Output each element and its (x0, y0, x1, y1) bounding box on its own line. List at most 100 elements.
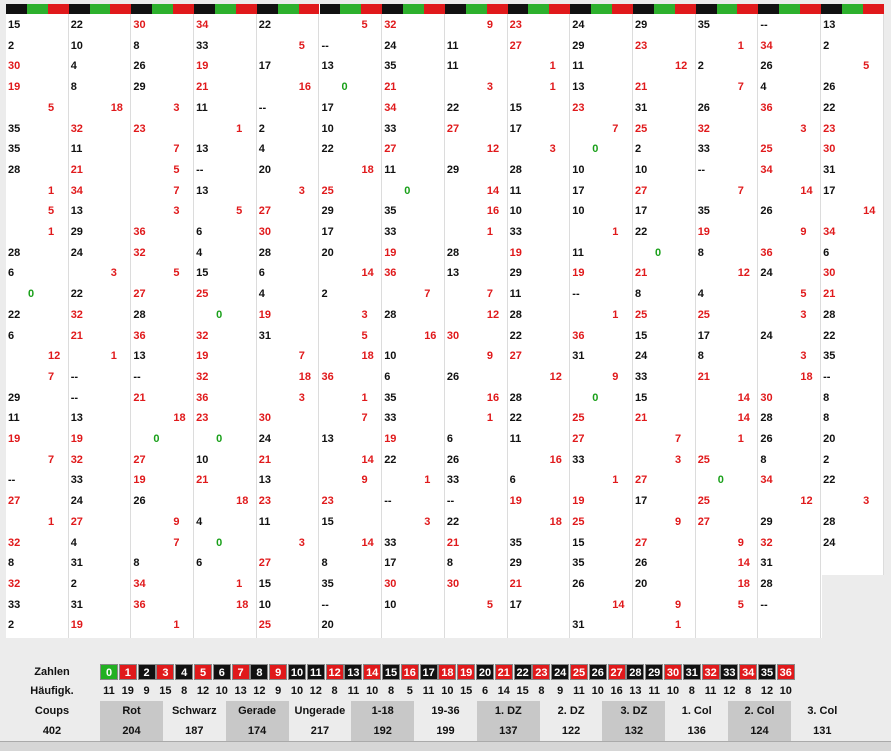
spin-number: 22 (446, 515, 460, 528)
spin-number: 21 (509, 577, 522, 590)
spin-number: 27 (635, 474, 648, 487)
spin-number: 18 (361, 350, 374, 363)
spin-number: 7 (173, 536, 180, 549)
group-value: 187 (185, 725, 204, 737)
spin-number: 15 (196, 267, 209, 280)
spin-number: 18 (110, 101, 123, 114)
frequency-value: 9 (275, 685, 282, 697)
spin-number: 11 (258, 515, 271, 528)
spin-number: 32 (70, 308, 83, 321)
number-cell-35: 35 (758, 664, 776, 680)
spin-number: 22 (509, 329, 522, 342)
spin-number: 23 (321, 495, 334, 508)
spin-number: 27 (635, 184, 648, 197)
spin-number: 14 (361, 453, 374, 466)
group-value: 199 (436, 725, 455, 737)
spin-number: 19 (8, 433, 21, 445)
spin-number: 5 (48, 205, 55, 218)
spin-number: 15 (509, 101, 522, 114)
spin-number: 10 (384, 350, 397, 363)
spin-number: 3 (800, 308, 807, 321)
spin-number: 13 (446, 267, 460, 280)
group-label: 3. DZ (602, 701, 666, 721)
spin-number: 11 (70, 143, 83, 156)
spin-number: 29 (572, 39, 585, 52)
spin-number: 1 (48, 515, 55, 528)
spin-number: 25 (196, 288, 209, 301)
spin-number: 30 (446, 577, 460, 590)
column-color-bar (821, 4, 884, 14)
spin-number: -- (70, 370, 79, 383)
spin-number: 14 (486, 184, 500, 197)
spin-number: 11 (509, 288, 522, 301)
spin-number: 25 (572, 412, 585, 425)
number-cell-6: 6 (212, 664, 231, 680)
spin-number: 18 (173, 412, 186, 425)
spin-number: 27 (384, 143, 397, 156)
spin-number: 31 (572, 350, 585, 363)
spin-number: 33 (635, 370, 648, 383)
spin-number: 12 (675, 60, 688, 73)
spin-number: 26 (823, 81, 836, 94)
spin-number: 33 (70, 474, 83, 487)
spin-number: 1 (424, 474, 431, 487)
spin-number: 28 (823, 308, 836, 321)
spin-number: 20 (635, 577, 648, 590)
spin-number: 7 (424, 288, 431, 301)
spin-number: 11 (384, 163, 396, 176)
spin-number: 28 (384, 308, 397, 321)
group-label-row: Coups Rot Schwarz Gerade Ungerade 1-18 19-36 1… (0, 701, 891, 721)
spin-number: 13 (196, 143, 209, 156)
number-cell-24: 24 (551, 664, 570, 680)
spin-number: 31 (70, 557, 83, 570)
spin-number: 1 (737, 433, 744, 445)
spin-number: 6 (196, 226, 203, 238)
spin-number: 6 (823, 246, 830, 259)
spin-number: 14 (612, 598, 625, 611)
spin-number: 9 (675, 515, 682, 528)
spin-number: 35 (509, 536, 522, 549)
history-column: 15 2 30 19 5 35 35 28 1 5 1 28 6 0 22 6 12 7 29 11 19 7 -- 27 1 3… (6, 4, 69, 638)
spin-number: 10 (572, 205, 585, 218)
spin-number: 21 (258, 453, 272, 466)
spin-number: 8 (760, 453, 767, 466)
spin-number: 29 (760, 515, 773, 528)
spin-number: 23 (196, 412, 209, 425)
spin-number: 22 (8, 308, 21, 321)
spin-number: 1 (173, 619, 180, 632)
spin-number: -- (321, 39, 329, 52)
number-cell-25: 25 (570, 664, 588, 680)
group-value-row: 402 204 187 174 217 192 199 137 122 132 136 124 131 (0, 721, 891, 741)
spin-number: 17 (635, 495, 648, 508)
spin-number: 35 (384, 60, 397, 73)
group-label: 2. Col (728, 701, 791, 721)
spin-number: 1 (612, 474, 619, 487)
frequency-value: 10 (779, 685, 792, 697)
spin-number: 11 (8, 412, 20, 425)
spin-number: 18 (236, 495, 249, 508)
spin-number: 24 (384, 39, 397, 52)
spin-number: 0 (592, 143, 599, 156)
spin-number: 26 (760, 60, 773, 73)
spin-number: 19 (70, 433, 83, 445)
history-column: 35 1 2 7 26 32 33 -- 7 35 19 8 12 4 25 17 8 21 14 14 1 25 0 25 2… (695, 4, 759, 638)
number-cell-11: 11 (306, 664, 325, 680)
spin-number: 20 (258, 163, 272, 176)
spin-number: -- (823, 370, 831, 383)
spin-number: 22 (509, 412, 522, 425)
group-value: 217 (310, 725, 330, 737)
spin-number: 33 (446, 474, 460, 487)
spin-number: 7 (612, 122, 619, 135)
spin-number: 36 (196, 391, 209, 404)
frequency-value: 12 (196, 685, 210, 697)
spin-number: 3 (361, 308, 368, 321)
spin-number: 6 (196, 557, 203, 570)
spin-number: 15 (635, 329, 648, 342)
spin-number: 9 (486, 19, 494, 31)
number-cell-5: 5 (194, 664, 212, 680)
spin-number: 7 (737, 184, 744, 197)
spin-number: 9 (675, 598, 682, 611)
spin-number: 36 (572, 329, 585, 342)
frequency-value: 16 (610, 685, 623, 697)
spin-number: 22 (70, 288, 83, 301)
